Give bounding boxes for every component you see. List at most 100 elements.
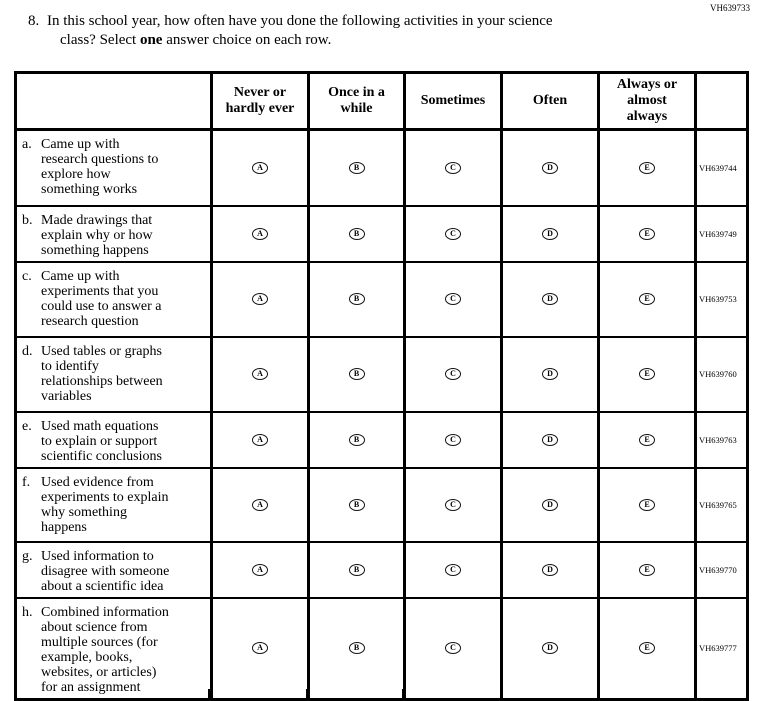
column-header-always: Always or almost always [597,71,697,131]
answer-bubble-d[interactable]: D [542,162,558,175]
question-line-2: class? Select one answer choice on each … [60,32,332,48]
row-label: Used tables or graphs to identify relati… [41,343,163,404]
answer-bubble-c[interactable]: C [445,227,461,240]
activity-cell: d. Used tables or graphs to identify rela… [14,335,213,413]
answer-bubble-b[interactable]: B [348,498,365,511]
activity-cell: c. Came up with experiments that you coul… [14,260,213,338]
answer-bubble-d[interactable]: D [542,642,558,655]
answer-bubble-e[interactable]: E [639,498,655,511]
answer-bubble-c[interactable]: C [445,563,461,576]
row-label: Combined information about science from … [41,604,169,695]
row-label: Used math equations to explain or suppor… [41,418,162,464]
row-letter: b. [22,212,33,228]
answer-bubble-a[interactable]: A [252,433,268,446]
answer-bubble-a[interactable]: A [252,162,268,175]
column-header-once: Once in a while [307,71,406,131]
row-letter: f. [22,474,31,490]
table-row-d: d. Used tables or graphs to identify rela… [14,335,749,413]
answer-bubble-b[interactable]: B [348,162,365,175]
answer-bubble-e[interactable]: E [639,368,655,381]
answer-bubble-e[interactable]: E [639,642,655,655]
answer-bubble-c[interactable]: C [445,498,461,511]
answer-bubble-c[interactable]: C [445,433,461,446]
row-letter: c. [22,268,32,284]
activity-cell: h. Combined information about science fro… [14,596,213,700]
answer-bubble-b[interactable]: B [348,368,365,381]
answer-bubble-a[interactable]: A [252,498,268,511]
form-item-code: VH639733 [710,3,750,13]
activity-cell: f. Used evidence from experiments to expl… [14,466,213,543]
answer-bubble-a[interactable]: A [252,227,268,240]
row-code: VH639777 [694,596,749,700]
answer-bubble-a[interactable]: A [252,293,268,306]
answer-bubble-c[interactable]: C [445,642,461,655]
row-code: VH639770 [694,540,749,599]
column-header-often: Often [500,71,600,131]
answer-bubble-c[interactable]: C [445,368,461,381]
survey-table: Never or hardly ever Once in a while Som… [14,71,749,701]
column-header-sometimes: Sometimes [403,71,503,131]
row-letter: h. [22,604,33,620]
header-blank [14,71,213,131]
row-letter: g. [22,548,33,564]
activity-cell: a. Came up with research questions to exp… [14,128,213,207]
answer-bubble-d[interactable]: D [542,433,558,446]
row-code: VH639763 [694,410,749,469]
row-code: VH639749 [694,204,749,263]
row-code: VH639744 [694,128,749,207]
answer-bubble-e[interactable]: E [639,293,655,306]
question-block: 8. In this school year, how often have y… [28,12,553,50]
row-letter: e. [22,418,32,434]
answer-bubble-a[interactable]: A [252,563,268,576]
column-header-never: Never or hardly ever [210,71,310,131]
row-code: VH639765 [694,466,749,543]
question-line-1: In this school year, how often have you … [47,13,553,29]
table-row-e: e. Used math equations to explain or supp… [14,410,749,469]
answer-bubble-e[interactable]: E [639,227,655,240]
row-letter: d. [22,343,33,359]
row-code: VH639753 [694,260,749,338]
answer-bubble-e[interactable]: E [639,563,655,576]
answer-bubble-d[interactable]: D [542,368,558,381]
answer-bubble-b[interactable]: B [348,642,365,655]
question-number: 8. [28,13,40,29]
row-code: VH639760 [694,335,749,413]
answer-bubble-d[interactable]: D [542,227,558,240]
answer-bubble-d[interactable]: D [542,293,558,306]
question-text: In this school year, how often have you … [47,12,553,50]
activity-cell: g. Used information to disagree with some… [14,540,213,599]
answer-bubble-c[interactable]: C [445,162,461,175]
answer-bubble-a[interactable]: A [252,642,268,655]
answer-bubble-e[interactable]: E [639,162,655,175]
table-row-c: c. Came up with experiments that you coul… [14,260,749,338]
answer-bubble-b[interactable]: B [348,293,365,306]
table-row-b: b. Made drawings that explain why or how … [14,204,749,263]
header-code-blank [694,71,749,131]
answer-bubble-b[interactable]: B [348,563,365,576]
row-label: Came up with experiments that you could … [41,268,162,329]
header-row: Never or hardly ever Once in a while Som… [14,71,749,131]
row-label: Came up with research questions to explo… [41,137,159,197]
table-row-g: g. Used information to disagree with some… [14,540,749,599]
table-divider-stub [306,689,309,700]
table-divider-stub [208,689,211,700]
answer-bubble-c[interactable]: C [445,293,461,306]
answer-bubble-d[interactable]: D [542,563,558,576]
row-label: Used evidence from experiments to explai… [41,474,169,535]
table-row-a: a. Came up with research questions to exp… [14,128,749,207]
answer-bubble-b[interactable]: B [348,227,365,240]
question-bold-word: one [139,32,163,48]
row-label: Used information to disagree with someon… [41,548,170,594]
activity-cell: e. Used math equations to explain or supp… [14,410,213,469]
table-row-h: h. Combined information about science fro… [14,596,749,700]
answer-bubble-e[interactable]: E [639,433,655,446]
table-row-f: f. Used evidence from experiments to expl… [14,466,749,543]
answer-bubble-d[interactable]: D [542,498,558,511]
table-divider-stub [402,689,405,700]
answer-bubble-b[interactable]: B [348,433,365,446]
row-label: Made drawings that explain why or how so… [41,212,153,258]
activity-cell: b. Made drawings that explain why or how … [14,204,213,263]
row-letter: a. [22,137,32,152]
answer-bubble-a[interactable]: A [252,368,268,381]
